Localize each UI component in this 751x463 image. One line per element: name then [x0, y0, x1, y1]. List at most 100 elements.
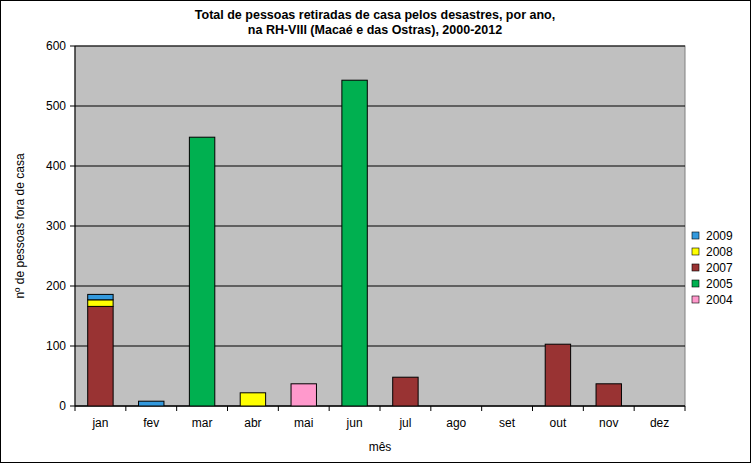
y-tick-label: 0: [59, 399, 66, 413]
x-tick-label: dez: [650, 416, 669, 430]
x-tick-label: jan: [91, 416, 108, 430]
x-tick-label: set: [499, 416, 516, 430]
bar: [444, 406, 469, 407]
bar: [647, 406, 672, 407]
bars: [88, 80, 622, 406]
legend-label: 2004: [706, 293, 733, 307]
x-tick: [125, 406, 126, 411]
bar: [189, 137, 214, 138]
x-tick-label: abr: [244, 416, 261, 430]
tick-mark: [70, 106, 75, 107]
bar: [647, 406, 672, 407]
x-tick: [227, 406, 228, 411]
x-tick-label: ago: [446, 416, 466, 430]
x-tick: [75, 406, 76, 411]
bar: [494, 406, 519, 407]
y-tick-label: 500: [46, 99, 66, 113]
x-tick-label: jun: [346, 416, 363, 430]
y-axis: [75, 46, 76, 406]
x-tick: [430, 406, 431, 411]
chart-border: [1, 1, 751, 463]
bar: [393, 377, 418, 378]
x-tick: [176, 406, 177, 411]
bar: [189, 137, 214, 406]
bar: [342, 80, 367, 81]
x-tick: [634, 406, 635, 411]
bar: [189, 137, 214, 138]
bar: [291, 383, 316, 384]
x-tick: [278, 406, 279, 411]
legend-label: 2008: [706, 245, 733, 259]
bar: [291, 384, 316, 406]
legend-label: 2009: [706, 229, 733, 243]
title-line: Total de pessoas retiradas de casa pelos…: [195, 8, 555, 22]
grid-line: [75, 166, 685, 167]
bar: [647, 406, 672, 407]
tick-mark: [70, 346, 75, 347]
bar: [444, 406, 469, 407]
y-tick-label: 300: [46, 219, 66, 233]
bar: [444, 406, 469, 407]
title-line: na RH-VIII (Macaé e das Ostras), 2000-20…: [248, 23, 502, 37]
bar: [88, 294, 113, 299]
y-tick-label: 100: [46, 339, 66, 353]
chart: Total de pessoas retiradas de casa pelos…: [0, 0, 751, 463]
legend-swatch: [692, 280, 699, 287]
bar: [393, 377, 418, 378]
grid-line: [75, 226, 685, 227]
tick-mark: [70, 46, 75, 47]
bar: [494, 406, 519, 407]
bar: [88, 300, 113, 307]
x-tick-label: fev: [143, 416, 159, 430]
tick-mark: [70, 226, 75, 227]
bar: [444, 406, 469, 407]
grid-line: [75, 346, 685, 347]
bar: [139, 401, 164, 406]
bar: [494, 406, 519, 407]
plot-area: [75, 46, 685, 406]
x-tick-label: mai: [294, 416, 313, 430]
bar: [291, 383, 316, 384]
bar: [596, 383, 621, 384]
bar: [444, 406, 469, 407]
bar: [342, 80, 367, 81]
bar: [545, 344, 570, 345]
bar: [291, 383, 316, 384]
tick-mark: [70, 286, 75, 287]
bar: [240, 392, 265, 393]
bar: [494, 406, 519, 407]
legend-swatch: [692, 232, 699, 239]
bar: [647, 406, 672, 407]
y-axis-label: nº de pessoas fora de casa: [13, 153, 27, 298]
x-tick: [380, 406, 381, 411]
legend-swatch: [692, 248, 699, 255]
y-tick-label: 200: [46, 279, 66, 293]
bar: [88, 306, 113, 406]
legend-label: 2007: [706, 261, 733, 275]
x-tick-label: jul: [398, 416, 411, 430]
bar: [291, 383, 316, 384]
x-tick: [481, 406, 482, 411]
x-tick-label: nov: [599, 416, 618, 430]
x-axis-label: mês: [369, 440, 392, 454]
grid-line: [75, 46, 685, 47]
grid-line: [75, 106, 685, 107]
y-tick-label: 600: [46, 39, 66, 53]
bar: [189, 137, 214, 138]
tick-mark: [70, 406, 75, 407]
tick-mark: [70, 166, 75, 167]
x-tick-label: mar: [192, 416, 213, 430]
x-tick: [532, 406, 533, 411]
bar: [240, 393, 265, 406]
x-tick: [329, 406, 330, 411]
bar: [545, 344, 570, 345]
title: Total de pessoas retiradas de casa pelos…: [195, 8, 555, 37]
bar: [393, 377, 418, 406]
legend-label: 2005: [706, 277, 733, 291]
grid-line: [75, 286, 685, 287]
x-tick: [583, 406, 584, 411]
bar: [342, 80, 367, 81]
bar: [494, 406, 519, 407]
bar: [545, 344, 570, 406]
bar: [647, 406, 672, 407]
